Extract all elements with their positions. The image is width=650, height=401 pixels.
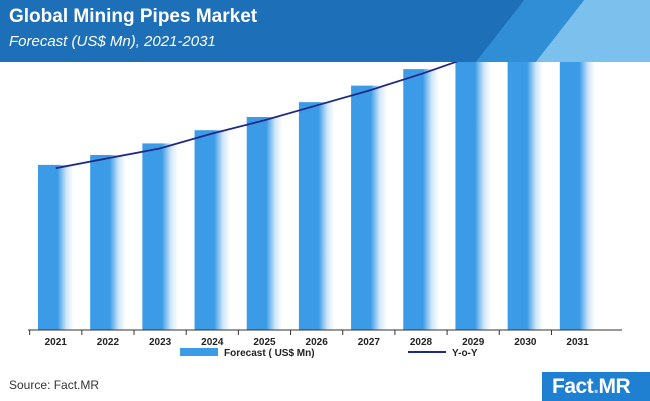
logo-main-text: Fact [552,375,594,398]
x-tick-label-2024: 2024 [201,337,224,348]
x-tick-label-2021: 2021 [45,337,68,348]
header-banner: Global Mining Pipes Market Forecast (US$… [0,0,650,62]
x-tick-label-2023: 2023 [149,337,172,348]
legend-swatch-forecast [180,348,218,356]
chart-title: Global Mining Pipes Market [9,6,258,27]
bar-2027 [351,85,387,330]
bar-2031 [559,62,596,331]
yoy-line [55,62,459,170]
x-tick-label-2029: 2029 [462,337,485,348]
x-tick-label-2025: 2025 [253,337,276,348]
bar-2026 [298,102,335,330]
bar-2022 [90,154,126,330]
x-tick-label-2031: 2031 [566,337,589,348]
bar-2021 [38,164,74,330]
x-tick-label-2030: 2030 [514,337,537,348]
bar-2030 [507,62,544,330]
legend-label-yoy: Y-o-Y [452,348,478,359]
x-tick-label-2022: 2022 [97,337,120,348]
bar-2025 [246,116,283,330]
bar-2029 [455,62,491,330]
x-tick-label-2027: 2027 [358,337,381,348]
logo-suffix-text: MR [598,375,631,398]
x-tick-label-2028: 2028 [410,337,433,348]
source-note: Source: Fact.MR [9,378,100,392]
legend-label-forecast: Forecast ( US$ Mn) [224,348,315,359]
chart-subtitle: Forecast (US$ Mn), 2021-2031 [9,33,216,50]
bar-2024 [194,130,231,330]
bar-2023 [142,143,178,330]
logo-dot-text: . [593,375,599,398]
fact-mr-logo: Fact.MR [542,372,650,401]
x-tick-label-2026: 2026 [306,337,329,348]
bar-2028 [403,69,439,330]
chart-area: 2021 2022 2023 2024 2025 2026 2027 2028 2029 2030… [28,62,622,359]
